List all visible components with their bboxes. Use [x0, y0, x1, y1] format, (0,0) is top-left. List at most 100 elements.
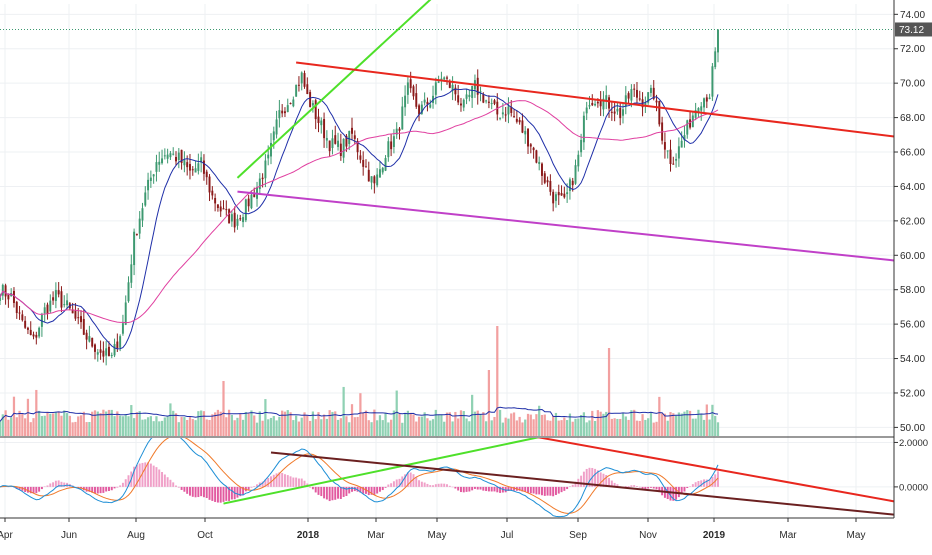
volume-bar — [529, 414, 532, 436]
macd-histogram-bar — [658, 486, 661, 493]
macd-histogram-bar — [264, 479, 267, 487]
macd-histogram-bar — [518, 486, 521, 491]
candle-body — [116, 341, 119, 349]
macd-histogram-bar — [309, 486, 312, 488]
candle-body — [292, 99, 295, 107]
candle-body — [264, 160, 267, 179]
candle-body — [398, 128, 401, 131]
volume-bar — [281, 410, 284, 436]
volume-bar — [93, 410, 97, 436]
macd-histogram-bar — [348, 486, 351, 494]
candle-body — [571, 180, 574, 186]
candle-body — [672, 163, 675, 165]
candle-body — [7, 293, 10, 300]
macd-histogram-bar — [384, 486, 387, 488]
candle-body — [121, 323, 124, 334]
volume-bar — [691, 418, 694, 436]
candle-body — [404, 95, 407, 108]
volume-bar — [107, 409, 111, 436]
macd-histogram-bar — [337, 486, 340, 499]
candle-body — [278, 110, 281, 119]
macd-histogram-bar — [286, 475, 289, 487]
volume-bar — [445, 412, 449, 436]
volume-bar — [610, 418, 613, 436]
macd-histogram-bar — [616, 484, 619, 487]
volume-bar — [552, 415, 555, 436]
volume-bar — [116, 411, 119, 436]
candle-body — [524, 130, 527, 135]
candle-body — [113, 344, 116, 356]
volume-bar — [267, 419, 270, 436]
time-tick-label: 2019 — [703, 530, 726, 541]
macd-histogram-bar — [110, 486, 113, 491]
volume-bar — [85, 422, 88, 436]
volume-bar — [487, 370, 491, 436]
price-tick-label: 70.00 — [900, 79, 925, 90]
macd-histogram-bar — [638, 486, 641, 488]
price-trendline-0[interactable] — [236, 0, 433, 179]
volume-bar — [325, 418, 328, 436]
volume-bar — [431, 419, 435, 436]
macd-histogram-bar — [155, 467, 158, 487]
volume-bar — [677, 412, 680, 436]
candle-body — [395, 128, 398, 135]
volume-bar — [15, 417, 18, 436]
volume-bar — [367, 420, 370, 436]
macd-histogram-bar — [669, 486, 672, 501]
volume-bar — [443, 421, 446, 436]
macd-histogram-bar — [641, 486, 644, 489]
volume-bar — [63, 410, 66, 436]
volume-bar — [588, 420, 591, 436]
candle-body — [585, 107, 588, 114]
candle-body — [552, 191, 555, 204]
candle-body — [708, 97, 711, 99]
slow-moving-average — [0, 100, 719, 324]
volume-bar — [32, 418, 35, 436]
macd-histogram-bar — [328, 486, 331, 502]
volume-bar — [593, 420, 597, 436]
volume-bar — [306, 415, 309, 436]
candle-body — [359, 155, 362, 160]
macd-histogram-bar — [398, 478, 401, 487]
macd-histogram-bar — [194, 486, 197, 498]
volume-bar — [406, 410, 410, 436]
macd-trendline-2[interactable] — [419, 416, 894, 503]
macd-histogram-bar — [88, 486, 91, 492]
volume-bar — [392, 410, 396, 436]
candle-body — [339, 143, 342, 156]
macd-histogram-bar — [216, 486, 219, 503]
candle-body — [314, 100, 317, 120]
volume-bar — [560, 420, 563, 436]
macd-trendline-1[interactable] — [270, 451, 894, 516]
trendlines[interactable] — [236, 0, 895, 262]
candle-body — [4, 285, 7, 297]
candle-body — [228, 209, 231, 224]
volume-bar — [521, 422, 524, 436]
price-trendline-1[interactable] — [237, 190, 895, 262]
macd-histogram-bar — [571, 484, 574, 487]
volume-bar — [655, 421, 658, 436]
macd-histogram-bar — [415, 477, 418, 487]
candle-body — [334, 135, 337, 144]
volume-bar — [205, 419, 208, 436]
macd-histogram-bar — [465, 486, 468, 492]
macd-histogram-bar — [554, 486, 557, 495]
macd-trendline-0[interactable] — [223, 422, 610, 505]
candle-body — [242, 217, 245, 223]
volume-bar — [183, 417, 186, 436]
volume-bar — [336, 419, 340, 436]
macd-histogram-bar — [242, 486, 245, 495]
candle-body — [689, 119, 692, 128]
candle-body — [297, 84, 300, 86]
candle-body — [320, 120, 323, 126]
macd-histogram-bar — [303, 480, 306, 487]
volume-bar — [688, 410, 692, 436]
macd-histogram-bar — [538, 486, 541, 495]
volume-bar — [423, 412, 426, 436]
candle-body — [434, 82, 437, 95]
macd-histogram-bar — [163, 474, 166, 487]
price-trendline-2[interactable] — [296, 61, 895, 138]
candle-body — [49, 300, 52, 312]
